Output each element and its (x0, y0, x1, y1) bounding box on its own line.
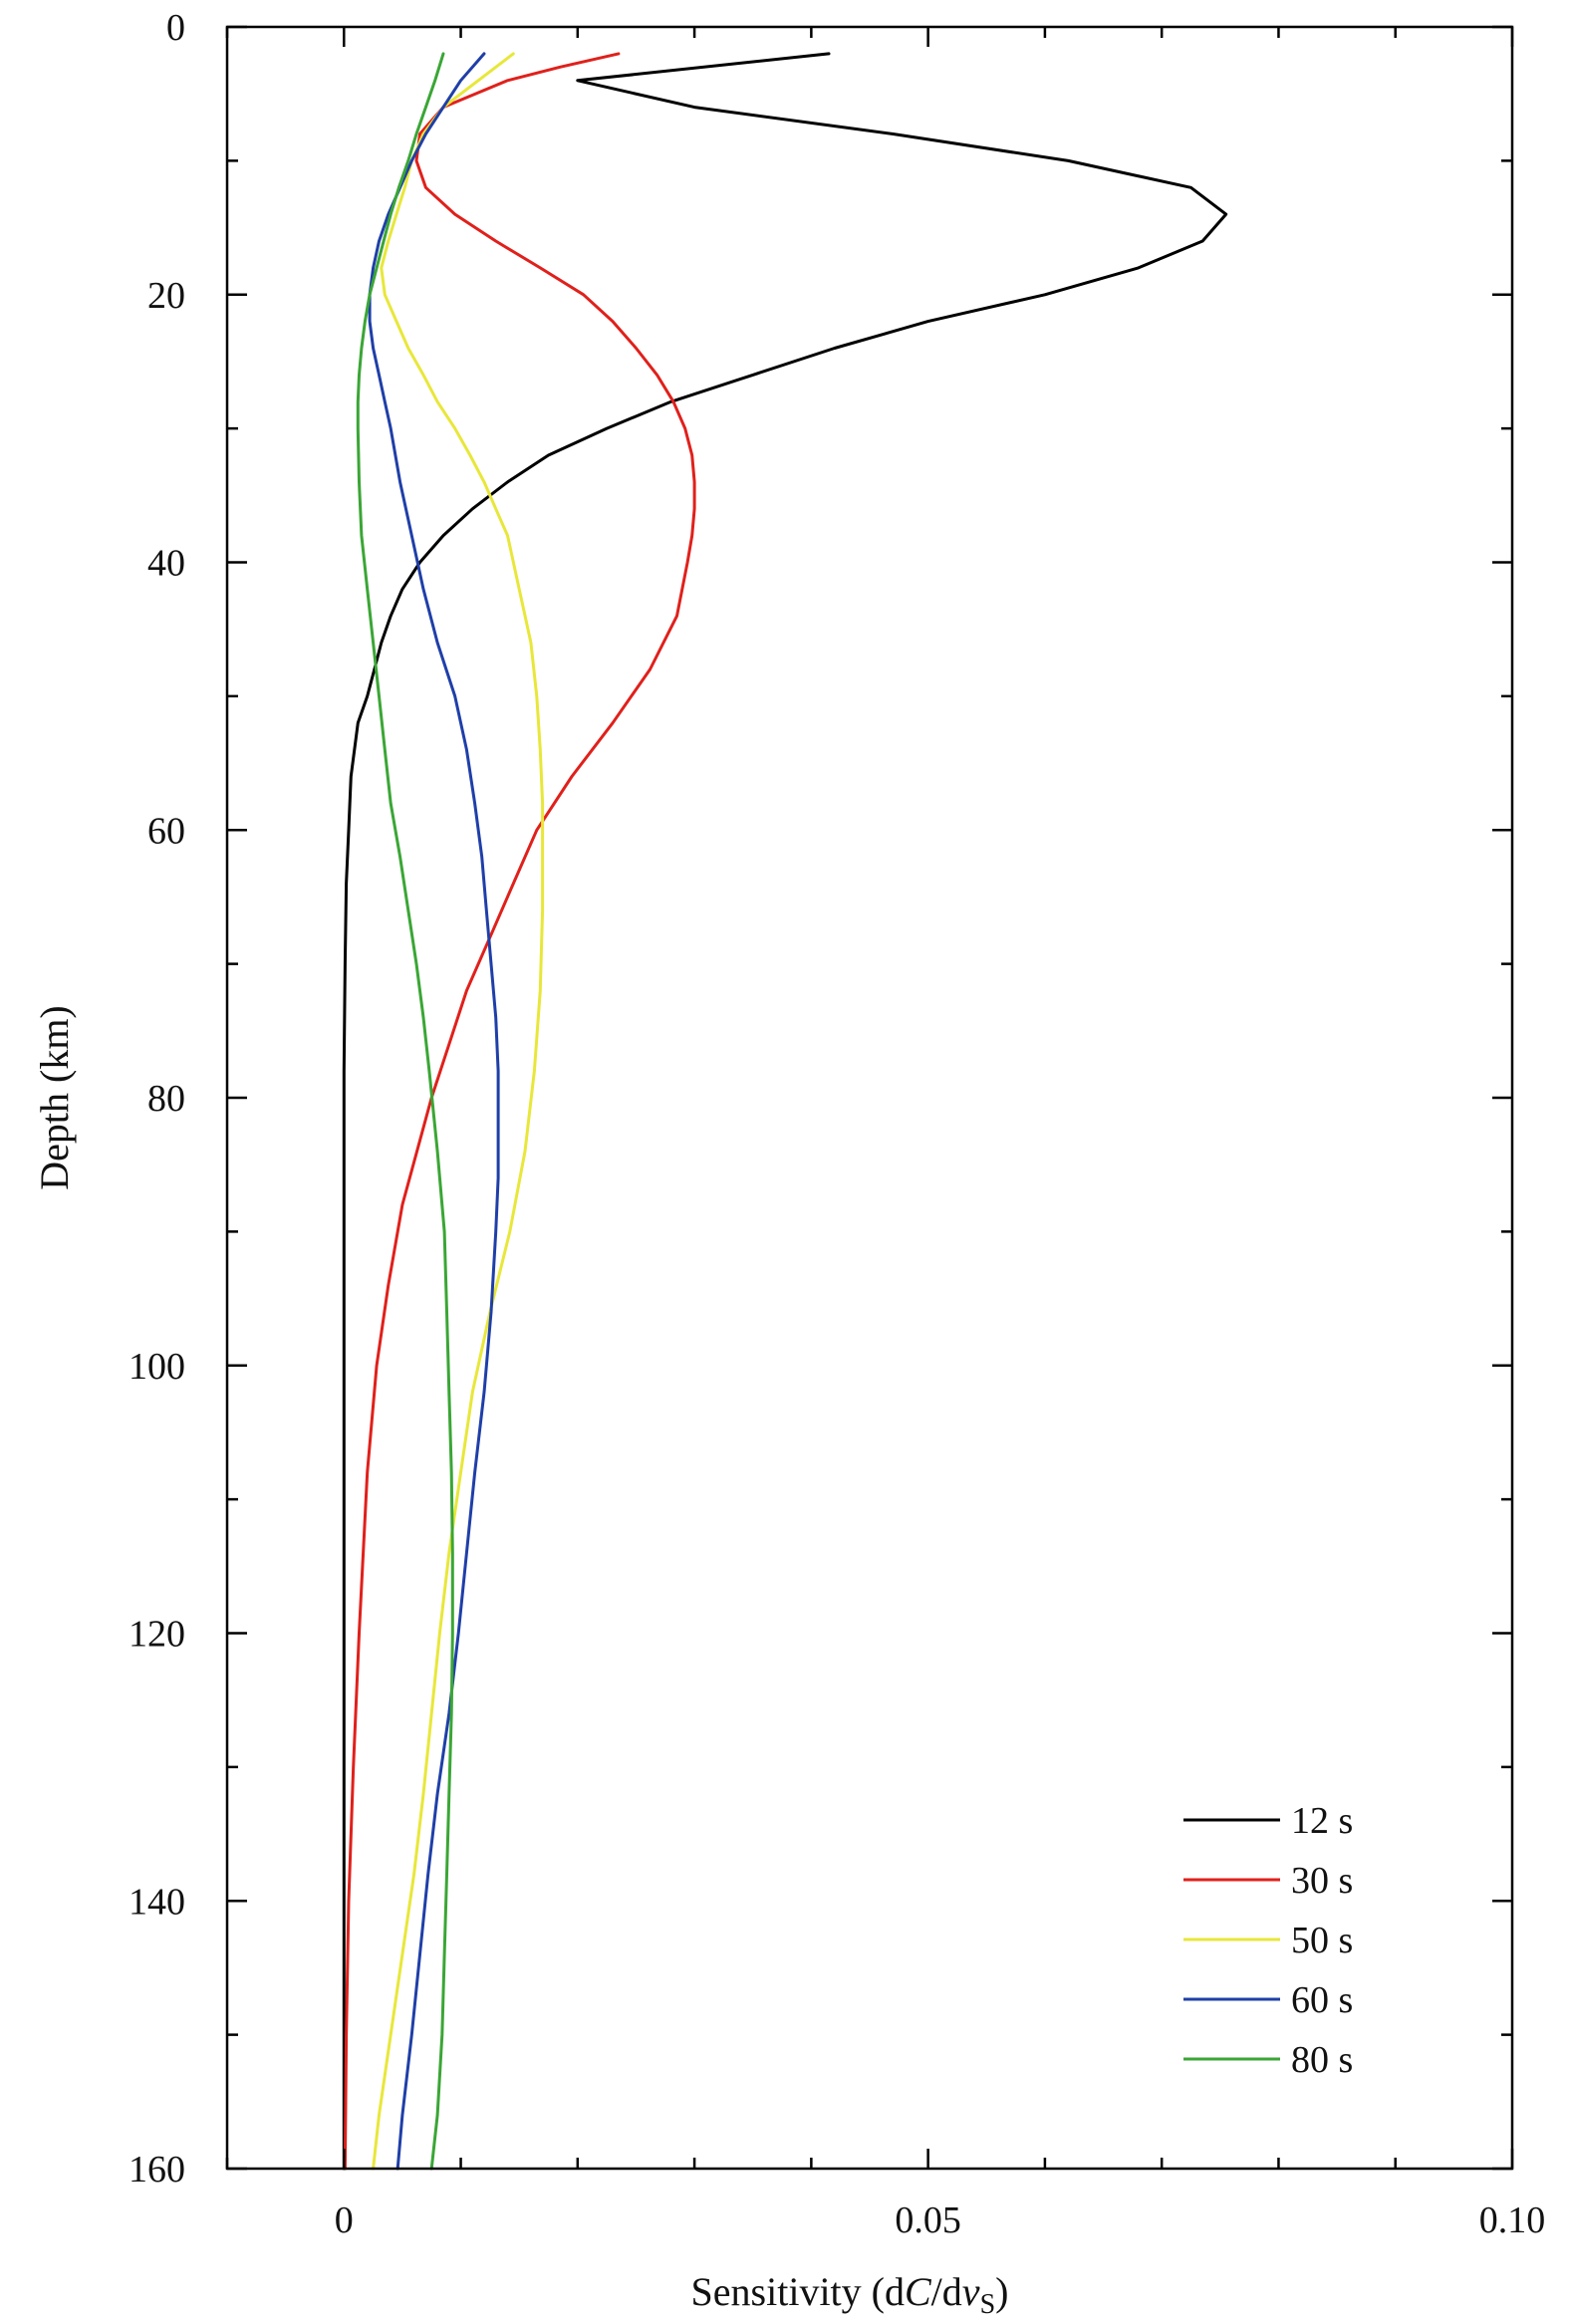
series-line-80s (356, 52, 454, 2171)
series-line-60s (368, 52, 500, 2171)
y-tick-label: 20 (147, 275, 185, 317)
y-tick-label: 160 (129, 2149, 185, 2191)
x-axis-title: Sensitivity (dC/dvS) (691, 2269, 1009, 2320)
series-group (342, 52, 1228, 2171)
series-line-30s (343, 52, 696, 2171)
series-line-50s (372, 52, 545, 2171)
x-tick-label: 0.05 (895, 2199, 961, 2241)
series-line-12s (342, 52, 1228, 2171)
y-tick-labels: 0 20 40 60 80 100 120 140 160 (129, 7, 185, 2191)
plot-area-frame (225, 25, 1514, 2171)
legend-label: 80 s (1291, 2039, 1353, 2081)
y-tick-label: 0 (166, 7, 185, 49)
y-axis-title: Depth (km) (32, 1005, 77, 1190)
x-tick-label: 0.10 (1479, 2199, 1546, 2241)
y-tick-label: 80 (147, 1078, 185, 1120)
x-tick-labels: 0 0.05 0.10 (335, 2199, 1545, 2241)
y-tick-label: 100 (129, 1346, 185, 1388)
y-tick-label: 120 (129, 1614, 185, 1656)
legend-label: 30 s (1291, 1860, 1353, 1902)
x-tick-label: 0 (335, 2199, 354, 2241)
legend-label: 60 s (1291, 1979, 1353, 2021)
y-tick-label: 140 (129, 1881, 185, 1923)
legend-label: 12 s (1291, 1800, 1353, 1842)
legend: 12 s 30 s 50 s 60 s 80 s (1183, 1800, 1353, 2081)
legend-label: 50 s (1291, 1920, 1353, 1961)
axis-ticks (225, 25, 1514, 2171)
y-tick-label: 40 (147, 543, 185, 585)
y-tick-label: 60 (147, 810, 185, 852)
